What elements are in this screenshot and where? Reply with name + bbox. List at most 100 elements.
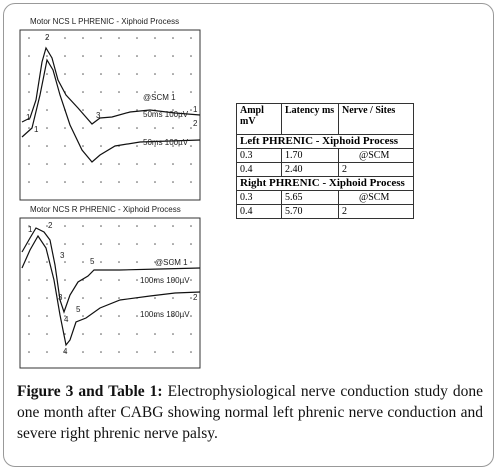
grid-dot [190, 297, 192, 299]
grid-dot [154, 163, 156, 165]
grid-dot [118, 315, 120, 317]
grid-dot [28, 37, 30, 39]
table-cell: Latency ms [281, 103, 339, 135]
trace-label: @SCM 1 [155, 258, 188, 267]
grid-dot [46, 181, 48, 183]
grid-dot [136, 73, 138, 75]
grid-dot [82, 55, 84, 57]
grid-dot [136, 279, 138, 281]
grid-dot [64, 297, 66, 299]
grid-dot [136, 37, 138, 39]
grid-dot [172, 127, 174, 129]
table-row: 0.3 1.70 @SCM [236, 148, 414, 163]
grid-dot [64, 279, 66, 281]
grid-dot [28, 163, 30, 165]
table-cell: 5.65 [281, 190, 339, 205]
grid-dot [172, 351, 174, 353]
grid-dot [118, 181, 120, 183]
grid-dot [100, 145, 102, 147]
table-cell: 0.4 [236, 204, 282, 219]
grid-dot [172, 73, 174, 75]
grid-dot [118, 55, 120, 57]
panel-title: Motor NCS R PHRENIC - Xiphoid Process [30, 205, 181, 214]
grid-dot [28, 351, 30, 353]
grid-dot [82, 73, 84, 75]
grid-dot [64, 145, 66, 147]
grid-dot [154, 73, 156, 75]
grid-dot [154, 279, 156, 281]
grid-dot [190, 127, 192, 129]
table-row: Right PHRENIC - Xiphoid Process [236, 176, 414, 191]
grid-dot [136, 243, 138, 245]
grid-dot [118, 91, 120, 93]
grid-dot [28, 55, 30, 57]
table-cell: 0.4 [236, 162, 282, 177]
grid-dot [46, 73, 48, 75]
grid-dot [64, 261, 66, 263]
grid-dot [172, 315, 174, 317]
grid-dot [118, 73, 120, 75]
dot-grid [28, 37, 192, 183]
grid-dot [154, 181, 156, 183]
grid-dot [82, 145, 84, 147]
trace-label: 50ms 100µV [143, 138, 189, 147]
grid-dot [28, 73, 30, 75]
grid-dot [100, 73, 102, 75]
grid-dot [46, 351, 48, 353]
grid-dot [190, 73, 192, 75]
grid-dot [190, 243, 192, 245]
grid-dot [136, 145, 138, 147]
table-cell: 0.3 [236, 190, 282, 205]
grid-dot [190, 333, 192, 335]
grid-dot [190, 37, 192, 39]
trace-label: 5 [76, 305, 81, 314]
grid-dot [154, 297, 156, 299]
grid-dot [172, 145, 174, 147]
table-row: Left PHRENIC - Xiphoid Process [236, 134, 414, 149]
grid-dot [46, 127, 48, 129]
grid-dot [136, 55, 138, 57]
grid-dot [82, 163, 84, 165]
trace-label: 2 [45, 33, 50, 42]
table-cell: Left PHRENIC - Xiphoid Process [236, 134, 414, 149]
table-cell: @SCM [338, 190, 414, 205]
grid-dot [136, 225, 138, 227]
grid-dot [172, 109, 174, 111]
grid-dot [46, 55, 48, 57]
grid-dot [82, 243, 84, 245]
grid-dot [28, 181, 30, 183]
grid-dot [28, 297, 30, 299]
trace-label: 50ms 100µV [143, 110, 189, 119]
grid-dot [64, 243, 66, 245]
grid-dot [64, 163, 66, 165]
grid-dot [154, 145, 156, 147]
grid-dot [82, 127, 84, 129]
grid-dot [46, 163, 48, 165]
grid-dot [64, 225, 66, 227]
grid-dot [28, 279, 30, 281]
grid-dot [82, 109, 84, 111]
grid-dot [172, 91, 174, 93]
grid-dot [136, 351, 138, 353]
trace-label: 1 [34, 125, 39, 134]
grid-dot [172, 37, 174, 39]
table-row: 0.4 2.40 2 [236, 162, 414, 177]
panel-title: Motor NCS L PHRENIC - Xiphoid Process [30, 17, 179, 26]
grid-dot [28, 243, 30, 245]
panel-box [19, 217, 201, 369]
grid-dot [64, 351, 66, 353]
grid-dot [100, 109, 102, 111]
grid-dot [100, 243, 102, 245]
grid-dot [136, 91, 138, 93]
grid-dot [172, 243, 174, 245]
trace-label: 3 [96, 111, 101, 120]
grid-dot [118, 243, 120, 245]
grid-dot [46, 91, 48, 93]
grid-dot [118, 279, 120, 281]
table-cell: 2 [338, 204, 414, 219]
grid-dot [100, 225, 102, 227]
grid-dot [100, 279, 102, 281]
table-row: 0.3 5.65 @SCM [236, 190, 414, 205]
